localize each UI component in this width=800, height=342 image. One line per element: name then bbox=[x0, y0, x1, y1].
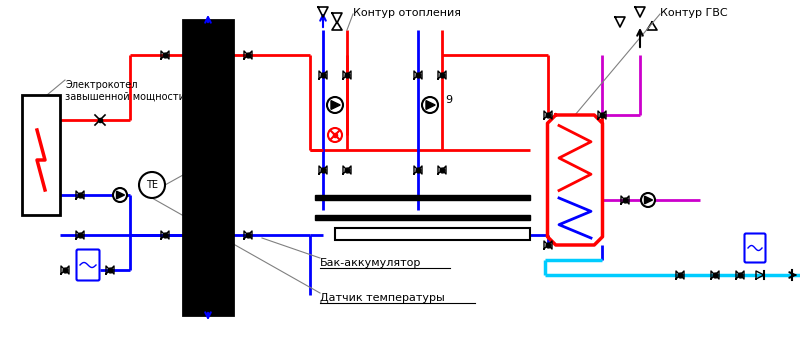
Text: TE: TE bbox=[146, 180, 158, 190]
Text: Датчик температуры: Датчик температуры bbox=[320, 293, 445, 303]
Bar bbox=[22, 95, 60, 215]
Text: 9: 9 bbox=[445, 95, 452, 105]
Circle shape bbox=[113, 188, 127, 202]
FancyBboxPatch shape bbox=[77, 250, 99, 280]
Circle shape bbox=[139, 172, 165, 198]
Polygon shape bbox=[331, 101, 340, 109]
Circle shape bbox=[327, 97, 343, 113]
Bar bbox=[315, 195, 530, 200]
Bar bbox=[335, 228, 530, 240]
FancyBboxPatch shape bbox=[745, 234, 766, 263]
Polygon shape bbox=[645, 196, 653, 204]
Text: Электрокотел
завышенной мощности: Электрокотел завышенной мощности bbox=[65, 80, 185, 102]
Circle shape bbox=[422, 97, 438, 113]
Polygon shape bbox=[117, 191, 125, 199]
Circle shape bbox=[641, 193, 655, 207]
Bar bbox=[183, 20, 233, 315]
Bar bbox=[315, 215, 530, 220]
Text: Контур отопления: Контур отопления bbox=[353, 8, 461, 18]
Text: Контур ГВС: Контур ГВС bbox=[660, 8, 728, 18]
Polygon shape bbox=[426, 101, 435, 109]
Text: Бак-аккумулятор: Бак-аккумулятор bbox=[320, 258, 422, 268]
